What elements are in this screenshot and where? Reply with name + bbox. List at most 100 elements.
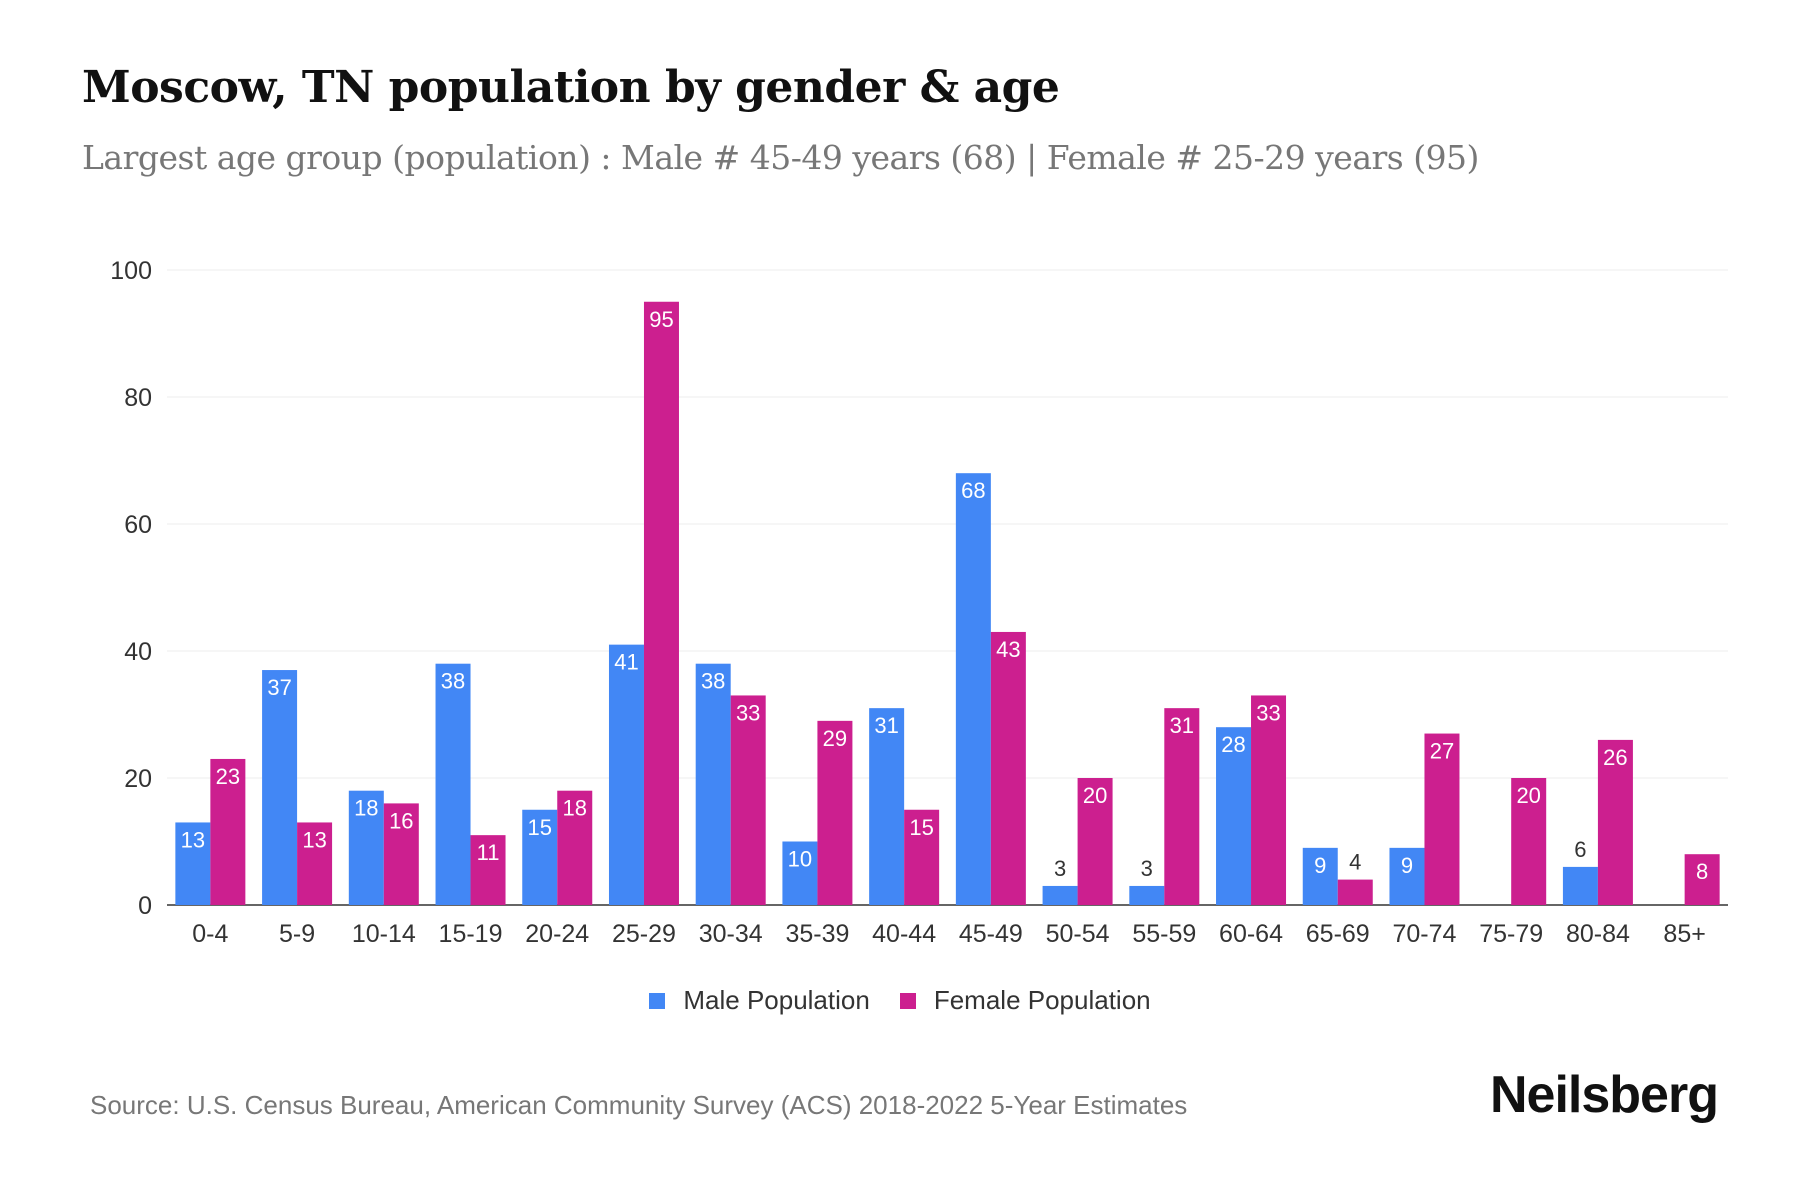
x-tick-label: 10-14 xyxy=(352,920,416,948)
x-tick-label: 30-34 xyxy=(699,920,763,948)
data-label: 9 xyxy=(1401,853,1413,878)
neilsberg-logo: Neilsberg xyxy=(1490,1066,1719,1124)
bar-female xyxy=(904,809,940,905)
x-tick-label: 80-84 xyxy=(1566,920,1630,948)
bar-female xyxy=(643,301,679,905)
bar-male xyxy=(869,708,905,905)
data-label: 20 xyxy=(1083,783,1107,808)
y-tick-label: 0 xyxy=(138,892,152,920)
data-label: 43 xyxy=(996,637,1020,662)
data-label: 20 xyxy=(1516,783,1540,808)
bar-female xyxy=(297,822,333,905)
data-label: 18 xyxy=(354,796,378,821)
x-tick-label: 50-54 xyxy=(1046,920,1110,948)
bar-female xyxy=(1164,708,1200,905)
data-label: 28 xyxy=(1221,732,1245,757)
source-note: Source: U.S. Census Bureau, American Com… xyxy=(90,1090,1188,1120)
x-tick-label: 75-79 xyxy=(1479,920,1543,948)
data-label: 31 xyxy=(874,713,898,738)
data-label: 26 xyxy=(1603,745,1627,770)
x-tick-label: 5-9 xyxy=(279,920,315,948)
data-label: 4 xyxy=(1349,850,1361,875)
x-tick-label: 65-69 xyxy=(1306,920,1370,948)
x-tick-label: 25-29 xyxy=(612,920,676,948)
bar-male xyxy=(262,670,298,905)
bar-female xyxy=(1597,739,1633,905)
bar-male xyxy=(782,841,818,905)
data-label: 13 xyxy=(302,827,326,852)
data-label: 29 xyxy=(823,726,847,751)
data-label: 18 xyxy=(563,796,587,821)
bar-male xyxy=(695,663,731,905)
data-label: 38 xyxy=(701,669,725,694)
bar-male xyxy=(1389,847,1425,905)
x-tick-label: 0-4 xyxy=(192,920,228,948)
x-tick-label: 40-44 xyxy=(872,920,936,948)
bar-female xyxy=(1077,778,1113,905)
x-tick-label: 45-49 xyxy=(959,920,1023,948)
chart-title: Moscow, TN population by gender & age xyxy=(82,62,1060,113)
x-tick-label: 55-59 xyxy=(1132,920,1196,948)
x-tick-label: 15-19 xyxy=(439,920,503,948)
data-label: 37 xyxy=(267,675,291,700)
y-tick-label: 100 xyxy=(110,257,152,285)
bar-female xyxy=(1251,695,1287,905)
bar-male xyxy=(1302,847,1338,905)
bar-female xyxy=(557,790,593,905)
bar-female xyxy=(210,758,246,905)
data-label: 23 xyxy=(216,764,240,789)
x-tick-label: 85+ xyxy=(1663,920,1705,948)
legend: Male Population Female Population xyxy=(0,985,1800,1016)
bar-male xyxy=(1562,866,1598,905)
legend-label-female: Female Population xyxy=(933,985,1151,1015)
bar-female xyxy=(730,695,766,905)
bar-female xyxy=(1337,879,1373,905)
data-label: 68 xyxy=(961,478,985,503)
bar-male xyxy=(348,790,384,905)
data-label: 15 xyxy=(909,815,933,840)
legend-item-male: Male Population xyxy=(649,985,870,1016)
bar-female xyxy=(1424,733,1460,905)
data-label: 13 xyxy=(181,827,205,852)
legend-swatch-female xyxy=(899,992,916,1009)
bar-female xyxy=(470,835,506,905)
x-tick-label: 70-74 xyxy=(1392,920,1456,948)
data-label: 3 xyxy=(1054,856,1066,881)
data-label: 38 xyxy=(441,669,465,694)
data-label: 3 xyxy=(1141,856,1153,881)
y-tick-label: 20 xyxy=(124,765,152,793)
data-label: 6 xyxy=(1574,837,1586,862)
x-tick-label: 35-39 xyxy=(785,920,849,948)
data-label: 8 xyxy=(1696,859,1708,884)
bar-male xyxy=(435,663,471,905)
bar-female xyxy=(383,803,419,905)
y-tick-label: 40 xyxy=(124,638,152,666)
data-label: 9 xyxy=(1314,853,1326,878)
data-label: 33 xyxy=(736,700,760,725)
chart-subtitle: Largest age group (population) : Male # … xyxy=(82,138,1479,177)
legend-item-female: Female Population xyxy=(899,985,1151,1016)
y-tick-label: 80 xyxy=(124,384,152,412)
bar-male xyxy=(1129,885,1165,905)
legend-label-male: Male Population xyxy=(683,985,870,1015)
bar-female xyxy=(1511,778,1547,905)
data-label: 95 xyxy=(649,307,673,332)
data-label: 10 xyxy=(788,847,812,872)
data-label: 16 xyxy=(389,808,413,833)
bar-female xyxy=(990,631,1026,905)
bar-male xyxy=(522,809,558,905)
data-label: 11 xyxy=(477,840,500,865)
data-label: 31 xyxy=(1170,713,1194,738)
bar-male xyxy=(175,822,211,905)
legend-swatch-male xyxy=(649,992,666,1009)
y-tick-label: 60 xyxy=(124,511,152,539)
bar-female xyxy=(1684,854,1720,905)
bar-male xyxy=(1216,727,1252,905)
data-label: 41 xyxy=(614,650,638,675)
data-label: 27 xyxy=(1430,739,1454,764)
bar-female xyxy=(817,720,853,905)
bar-male xyxy=(955,473,991,905)
bar-male xyxy=(608,644,644,905)
x-tick-label: 60-64 xyxy=(1219,920,1283,948)
